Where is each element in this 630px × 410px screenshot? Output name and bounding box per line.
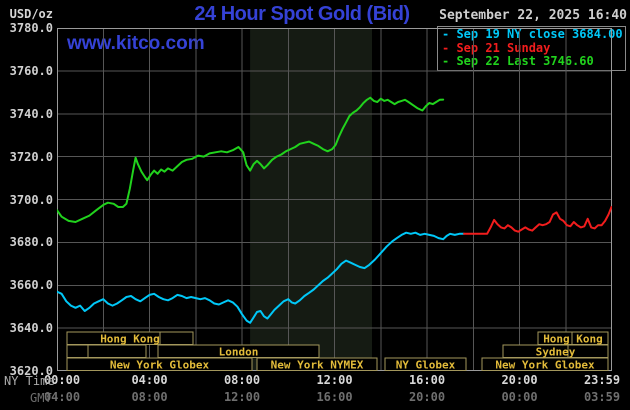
session-label: Hong Kong	[543, 333, 603, 346]
y-tick-label: 3700.0	[9, 192, 53, 207]
chart-title: 24 Hour Spot Gold (Bid)	[194, 3, 410, 25]
session-label: Sydney	[536, 346, 576, 359]
session-box	[384, 357, 467, 371]
price-line-sep22	[57, 96, 445, 223]
y-tick-label: 3760.0	[9, 63, 53, 78]
x-tick-ny-time: 08:00	[223, 373, 261, 387]
legend-item: - Sep 21 Sunday	[442, 40, 551, 55]
session-label: London	[219, 346, 259, 359]
x-tick-gmt: 00:00	[501, 390, 538, 404]
y-tick-label: 3740.0	[9, 106, 53, 121]
session-label: New York Globex	[110, 359, 210, 372]
x-tick-ny-time: 12:00	[316, 373, 353, 387]
x-tick-gmt: 20:00	[408, 390, 446, 404]
x-tick-gmt: 12:00	[223, 390, 261, 404]
price-line-sep19	[57, 231, 465, 324]
datetime-label: September 22, 2025 16:40	[439, 8, 627, 23]
legend-item: - Sep 19 NY close 3684.00	[442, 27, 623, 41]
x-tick-ny-time: 16:00	[408, 373, 446, 387]
x-tick-gmt: 16:00	[316, 390, 353, 404]
session-box	[481, 357, 609, 371]
session-box	[256, 357, 378, 371]
session-box	[66, 357, 253, 371]
x-tick-gmt: 08:00	[131, 390, 168, 404]
x-tick-ny-time: 04:00	[131, 373, 168, 387]
y-tick-label: 3720.0	[9, 149, 53, 164]
legend-item: - Sep 22 Last 3746.60	[442, 54, 594, 68]
session-label: New York Globex	[495, 359, 595, 372]
x-tick-ny-time: 00:00	[43, 373, 81, 387]
session-box	[66, 344, 89, 358]
x-tick-gmt: 04:00	[43, 390, 81, 404]
y-axis-unit-label: USD/oz	[9, 7, 53, 21]
session-label: Hong Kong	[100, 333, 160, 346]
x-tick-ny-time: 20:00	[501, 373, 538, 387]
session-label: New York NYMEX	[271, 359, 364, 372]
ny-time-axis-label: NY Time	[4, 374, 55, 388]
y-tick-label: 3620.0	[9, 364, 53, 378]
gmt-axis-label: GMT	[30, 391, 52, 405]
y-tick-label: 3640.0	[9, 321, 53, 336]
price-line-sep21	[463, 206, 612, 235]
y-tick-label: 3660.0	[9, 278, 53, 293]
session-box	[87, 344, 147, 358]
y-tick-label: 3780.0	[9, 21, 53, 35]
kitco-watermark-link[interactable]: www.kitco.com	[67, 33, 205, 54]
y-tick-label: 3680.0	[9, 235, 53, 250]
x-tick-gmt: 03:59	[583, 390, 621, 404]
session-label: NY Globex	[396, 359, 456, 372]
x-tick-ny-time: 23:59	[583, 373, 621, 387]
